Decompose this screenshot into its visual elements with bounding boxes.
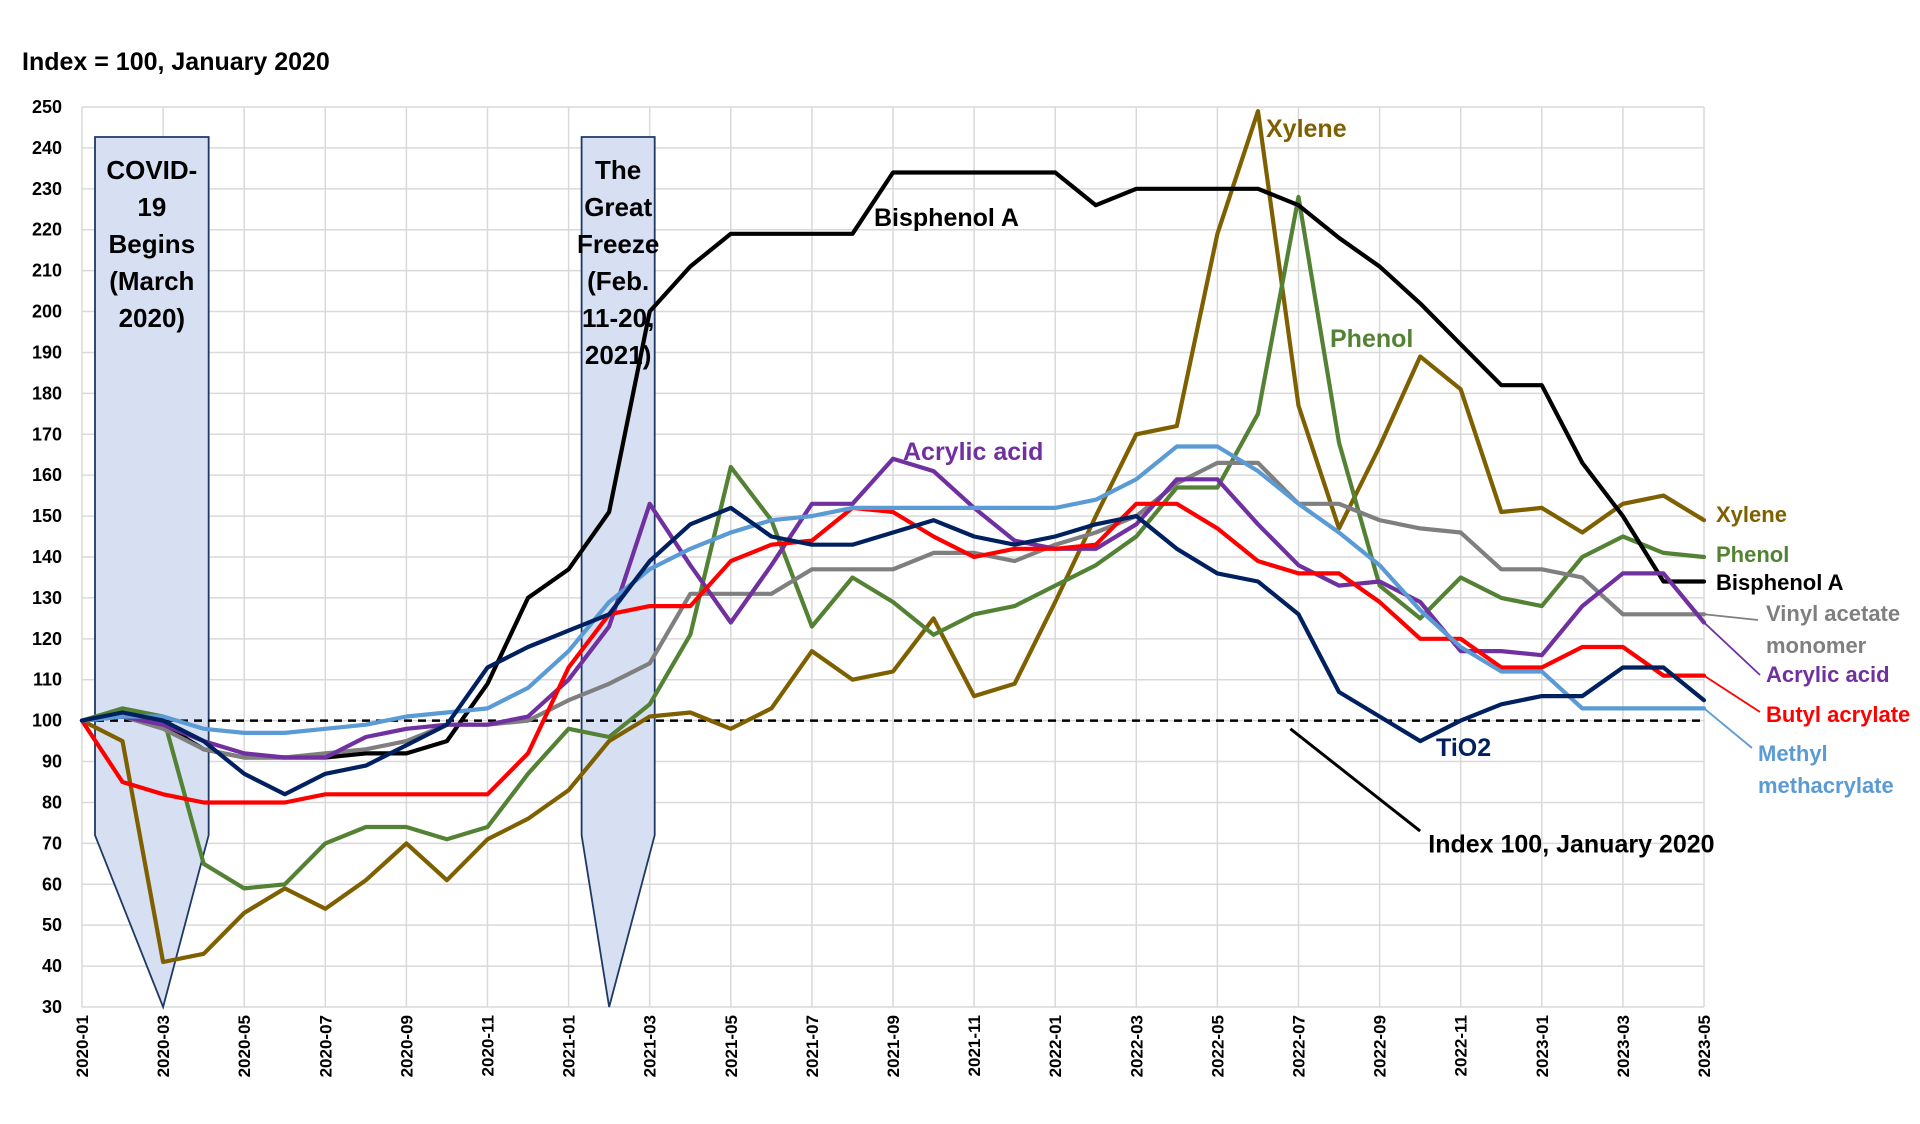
x-tick-label: 2020-05	[235, 1015, 254, 1077]
end-label-methyl-methacrylate: Methyl	[1758, 741, 1828, 766]
series-line-vinyl-acetate-monomer	[79, 460, 1707, 760]
y-tick-label: 110	[33, 670, 62, 690]
x-tick-label: 2022-09	[1371, 1015, 1390, 1077]
y-tick-label: 80	[42, 792, 62, 812]
y-tick-label: 60	[42, 874, 62, 894]
y-tick-label: 250	[32, 97, 62, 117]
x-tick-label: 2022-01	[1046, 1015, 1065, 1077]
end-label-butyl-acrylate: Butyl acrylate	[1766, 702, 1910, 727]
reference-line-label: Index 100, January 2020	[1428, 830, 1714, 858]
series-line-bisphenol-a	[79, 170, 1707, 760]
x-tick-label: 2020-09	[397, 1015, 416, 1077]
event-2-text-line: 11-20,	[582, 303, 654, 333]
y-tick-label: 190	[32, 342, 62, 362]
series-line-acrylic-acid	[79, 456, 1707, 760]
x-tick-label: 2020-11	[479, 1015, 498, 1076]
y-tick-label: 130	[32, 588, 62, 608]
y-tick-label: 160	[32, 465, 62, 485]
y-tick-label: 220	[32, 220, 62, 240]
y-tick-label: 200	[32, 302, 62, 322]
x-tick-label: 2022-05	[1208, 1015, 1227, 1077]
end-label-xylene: Xylene	[1716, 502, 1787, 527]
reference-line-group: Index 100, January 2020	[82, 719, 1715, 858]
end-label-vinyl-acetate-monomer: Vinyl acetate	[1766, 601, 1900, 626]
inline-label-bisphenol-a: Bisphenol A	[874, 204, 1019, 232]
inline-series-labels: Xylene Phenol Bisphenol A Acrylic acid TiO2	[874, 115, 1491, 762]
gridlines	[81, 106, 1705, 1008]
y-tick-label: 240	[32, 138, 62, 158]
end-label-vinyl-acetate-monomer: monomer	[1766, 633, 1867, 658]
x-tick-label: 2022-11	[1452, 1015, 1471, 1076]
end-label-acrylic-acid: Acrylic acid	[1766, 662, 1890, 687]
x-tick-label: 2020-01	[73, 1015, 92, 1077]
event-1-text-line: Begins	[108, 229, 195, 259]
inline-label-phenol: Phenol	[1330, 325, 1413, 353]
end-label-connector-methyl-methacrylate	[1703, 707, 1753, 749]
end-label-phenol: Phenol	[1716, 542, 1789, 567]
y-tick-label: 40	[42, 956, 62, 976]
end-label-connector-butyl-acrylate	[1703, 674, 1761, 713]
y-tick-label: 120	[32, 629, 62, 649]
x-tick-label: 2021-01	[560, 1015, 579, 1077]
y-tick-label: 90	[42, 752, 62, 772]
y-tick-label: 30	[42, 997, 62, 1017]
end-label-methyl-methacrylate: methacrylate	[1758, 773, 1894, 798]
event-1-text-line: COVID-	[106, 155, 197, 185]
event-2-text-line: Great	[584, 192, 652, 222]
x-tick-label: 2022-03	[1127, 1015, 1146, 1077]
x-tick-label: 2021-03	[641, 1015, 660, 1077]
x-tick-label: 2021-07	[803, 1015, 822, 1077]
event-2-text-line: (Feb.	[587, 266, 649, 296]
y-tick-label: 150	[32, 506, 62, 526]
x-tick-label: 2020-07	[316, 1015, 335, 1077]
series-line-tio2	[79, 505, 1707, 797]
x-tick-label: 2022-07	[1290, 1015, 1309, 1077]
event-callout-2	[580, 136, 656, 1008]
y-tick-label: 170	[32, 424, 62, 444]
series-end-labels: Xylene Phenol Bisphenol A Vinyl acetate mono…	[1703, 502, 1910, 798]
y-tick-label: 70	[42, 833, 62, 853]
x-tick-label: 2023-03	[1614, 1015, 1633, 1077]
x-tick-label: 2023-01	[1533, 1015, 1552, 1077]
x-tick-label: 2021-11	[965, 1015, 984, 1076]
y-tick-label: 180	[32, 383, 62, 403]
series-lines	[79, 108, 1707, 965]
x-tick-label: 2023-05	[1695, 1015, 1714, 1077]
chart-title: Index = 100, January 2020	[22, 48, 330, 76]
y-tick-label: 140	[32, 547, 62, 567]
x-tick-label: 2021-05	[722, 1015, 741, 1077]
inline-label-tio2: TiO2	[1436, 734, 1491, 762]
x-axis-ticks: 2020-01 2020-03 2020-05 2020-07 2020-09 2020-…	[73, 1015, 1714, 1077]
inline-label-xylene: Xylene	[1266, 115, 1347, 143]
event-annotations: COVID- 19 Begins (March 2020) The Great Freeze (…	[94, 136, 659, 1010]
y-axis-ticks: 30 40 50 60 70 80 90 100 110 120 130 140 150 160 170 18…	[32, 97, 62, 1017]
event-1-text-line: (March	[109, 266, 194, 296]
series-line-methyl-methacrylate	[79, 444, 1707, 736]
reference-line-pointer	[1289, 727, 1422, 833]
y-tick-label: 100	[32, 711, 62, 731]
event-1-text-line: 2020)	[119, 303, 186, 333]
y-tick-label: 210	[32, 261, 62, 281]
y-tick-label: 50	[42, 915, 62, 935]
series-line-butyl-acrylate	[79, 501, 1707, 805]
series-line-xylene	[79, 108, 1707, 965]
end-label-bisphenol-a: Bisphenol A	[1716, 570, 1844, 595]
event-2-text-line: Freeze	[577, 229, 659, 259]
series-line-phenol	[79, 194, 1707, 891]
x-tick-label: 2021-09	[884, 1015, 903, 1077]
x-tick-label: 2020-03	[154, 1015, 173, 1077]
end-label-connector-vinyl-acetate-monomer	[1703, 613, 1759, 621]
event-2-text-line: The	[595, 155, 641, 185]
inline-label-acrylic-acid: Acrylic acid	[903, 438, 1043, 466]
end-label-connector-acrylic-acid	[1703, 621, 1761, 676]
y-tick-label: 230	[32, 179, 62, 199]
event-1-text-line: 19	[137, 192, 166, 222]
